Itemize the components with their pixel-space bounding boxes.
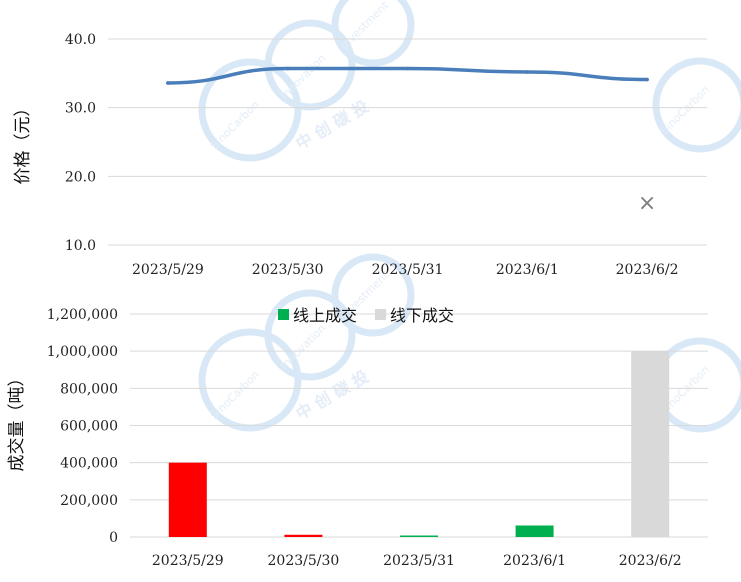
y-tick-label: 1,000,000 [47, 344, 118, 360]
volume-bar [284, 534, 323, 537]
y-axis-title: 成交量（吨） [7, 370, 27, 472]
legend-label: 线下成交 [390, 306, 454, 325]
x-tick-label: 2023/5/31 [383, 553, 455, 569]
watermark-text: Investment [338, 0, 392, 52]
y-tick-label: 400,000 [60, 456, 118, 472]
volume-bar [631, 351, 670, 537]
x-tick-label: 2023/6/1 [503, 553, 566, 569]
watermark-ring [198, 58, 302, 162]
y-tick-label: 600,000 [60, 419, 118, 435]
legend-label: 线上成交 [293, 306, 357, 325]
legend-item: 线上成交 [278, 306, 357, 325]
y-tick-label: 800,000 [60, 381, 118, 397]
y-tick-label: 30.0 [65, 101, 96, 117]
volume-bar [400, 535, 438, 537]
volume-bar [168, 462, 207, 537]
legend-item: 线下成交 [375, 306, 454, 325]
legend: 线上成交 线下成交 [278, 306, 454, 325]
price-data-point [645, 77, 649, 82]
x-tick-label: 2023/5/30 [252, 262, 324, 278]
price-line-chart: 10.0 20.0 30.0 40.0 2023/5/29 2023/5/30 2023/5… [13, 32, 707, 278]
y-tick-label: 1,200,000 [47, 307, 118, 323]
price-x-marker: × [638, 191, 656, 216]
x-tick-label: 2023/6/2 [616, 262, 679, 278]
volume-bar-chart: 0 200,000 400,000 600,000 800,000 1,000,000 1,… [7, 306, 708, 569]
x-tick-label: 2023/6/1 [496, 262, 559, 278]
price-series-line [166, 66, 649, 85]
y-tick-label: 20.0 [65, 169, 96, 185]
legend-swatch [278, 309, 289, 320]
x-tick-label: 2023/5/31 [372, 262, 444, 278]
x-tick-label: 2023/5/29 [132, 262, 204, 278]
watermark-text: SinoCarbon [208, 368, 262, 422]
watermark-ring [198, 328, 302, 432]
x-tick-label: 2023/6/2 [619, 553, 682, 569]
watermark-ring [331, 253, 415, 337]
y-tick-label: 10.0 [65, 238, 96, 254]
watermark-text: SinoCarbon [658, 83, 712, 137]
watermark-ring [331, 0, 415, 67]
y-tick-label: 40.0 [65, 32, 96, 48]
x-tick-label: 2023/5/30 [268, 553, 340, 569]
price-data-point [405, 66, 410, 71]
watermark-text: SinoCarbon [208, 98, 262, 152]
legend-swatch [375, 309, 386, 320]
volume-bar [515, 525, 554, 537]
watermark-ring [264, 289, 356, 381]
y-axis-title: 价格（元） [13, 100, 33, 185]
watermark-ring [652, 57, 741, 153]
price-data-point [166, 81, 170, 85]
price-data-point [525, 70, 530, 74]
y-tick-label: 200,000 [60, 493, 118, 509]
price-data-point [285, 66, 290, 71]
watermark-ring [264, 19, 356, 111]
y-tick-label: 0 [109, 530, 118, 546]
x-tick-label: 2023/5/29 [152, 553, 224, 569]
